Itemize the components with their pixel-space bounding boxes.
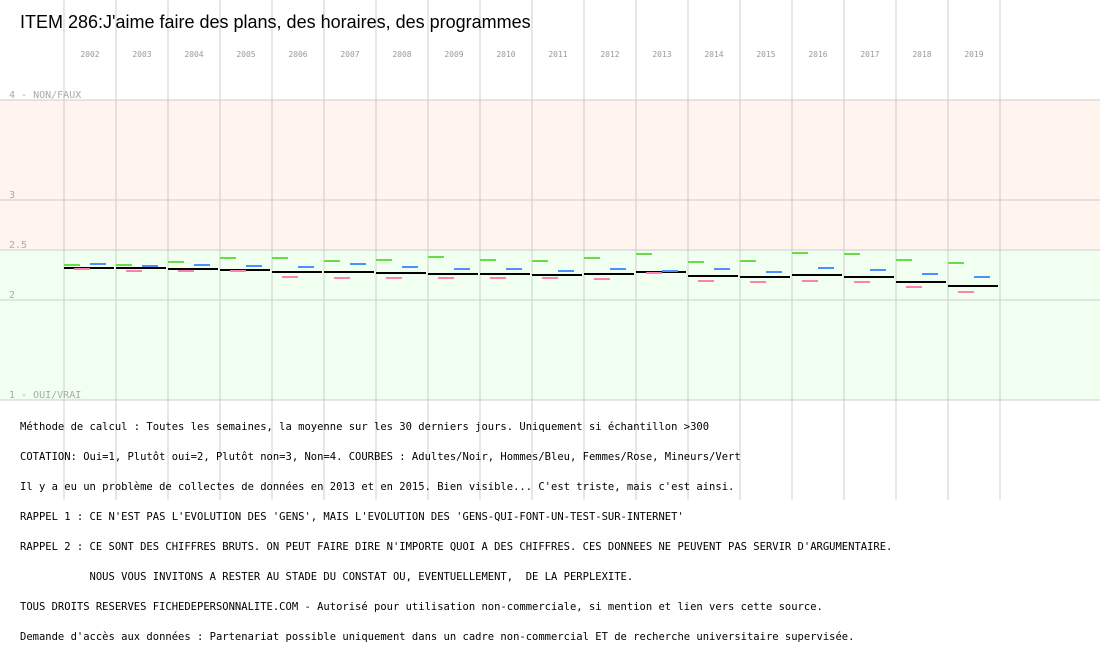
- x-tick-label: 2011: [548, 50, 567, 59]
- y-tick-label: 3: [9, 190, 15, 201]
- x-tick-label: 2018: [912, 50, 931, 59]
- x-tick-label: 2009: [444, 50, 463, 59]
- x-tick-label: 2006: [288, 50, 307, 59]
- note-line: RAPPEL 2 : CE SONT DES CHIFFRES BRUTS. O…: [20, 541, 893, 553]
- chart-title: ITEM 286:J'aime faire des plans, des hor…: [20, 12, 531, 32]
- note-line: COTATION: Oui=1, Plutôt oui=2, Plutôt no…: [20, 451, 741, 463]
- note-line: NOUS VOUS INVITONS A RESTER AU STADE DU …: [20, 571, 634, 583]
- x-tick-label: 2019: [964, 50, 983, 59]
- x-tick-label: 2005: [236, 50, 255, 59]
- x-tick-label: 2008: [392, 50, 411, 59]
- y-tick-label: 1 - OUI/VRAI: [9, 390, 81, 401]
- note-line: Méthode de calcul : Toutes les semaines,…: [20, 421, 710, 433]
- x-tick-label: 2004: [184, 50, 203, 59]
- x-tick-label: 2010: [496, 50, 515, 59]
- x-tick-label: 2014: [704, 50, 723, 59]
- note-line: TOUS DROITS RESERVES FICHEDEPERSONNALITE…: [20, 601, 823, 613]
- x-tick-label: 2012: [600, 50, 619, 59]
- background-band: [0, 100, 1100, 250]
- x-tick-label: 2017: [860, 50, 879, 59]
- x-tick-label: 2007: [340, 50, 359, 59]
- y-tick-label: 2: [9, 290, 15, 301]
- x-tick-label: 2002: [80, 50, 99, 59]
- chart: 4 - NON/FAUX 3 2.5 2 1 - OUI/VRAI 2002 2003 200…: [0, 0, 1100, 500]
- notes: Méthode de calcul : Toutes les semaines,…: [20, 402, 892, 652]
- x-tick-label: 2003: [132, 50, 151, 59]
- note-line: Demande d'accès aux données : Partenaria…: [20, 631, 855, 643]
- x-tick-label: 2015: [756, 50, 775, 59]
- x-tick-label: 2013: [652, 50, 671, 59]
- note-line: Il y a eu un problème de collectes de do…: [20, 481, 735, 493]
- y-tick-label: 4 - NON/FAUX: [9, 90, 81, 101]
- y-tick-label: 2.5: [9, 240, 27, 251]
- background-band: [0, 250, 1100, 400]
- x-tick-label: 2016: [808, 50, 827, 59]
- note-line: RAPPEL 1 : CE N'EST PAS L'EVOLUTION DES …: [20, 511, 684, 523]
